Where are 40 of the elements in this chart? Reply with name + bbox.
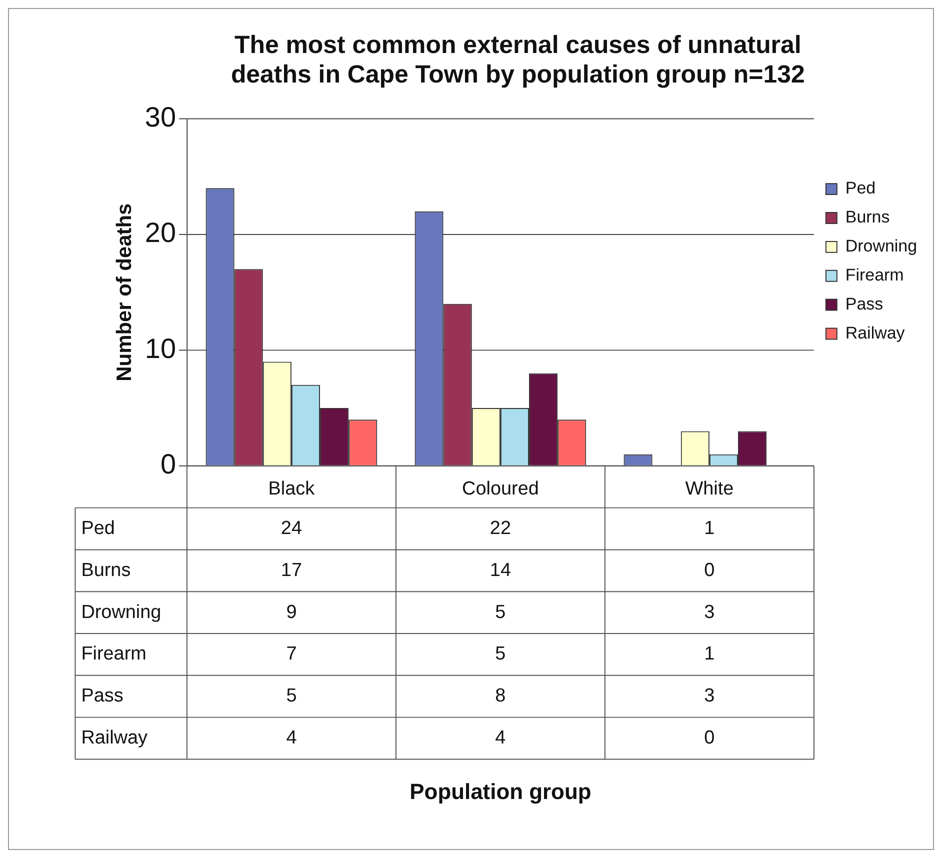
x-tick-label: Black [268,478,316,500]
y-axis-title: Number of deaths [113,203,136,382]
y-tick-label: 30 [144,101,176,132]
text: Pass [81,686,124,707]
x-tick-label: Coloured [462,478,539,500]
data-label: 3 [704,602,715,623]
legend-label: Pass [845,294,884,314]
text: Drowning [81,602,162,623]
text: Ped [81,518,115,539]
legend-label: Ped [845,178,876,198]
data-label: 0 [704,727,715,748]
text: Population group [410,779,592,804]
y-tick-label: 0 [160,448,176,480]
data-label: 3 [704,686,715,707]
legend-label: Drowning [845,236,918,256]
data-label: 22 [490,518,511,539]
data-label: 7 [286,644,297,665]
data-label: 5 [286,686,297,707]
data-label: 14 [490,560,511,581]
legend-label: Railway [845,323,906,342]
text: Railway [81,727,148,748]
y-tick-label: 20 [144,217,176,248]
legend-label: Firearm [845,266,904,285]
data-label: 1 [704,644,715,665]
chart-title: The most common external causes of unnatural deaths in Cape Town by population group n=132 [230,30,805,89]
data-label: 4 [495,727,506,748]
data-label: 17 [280,560,302,581]
legend-label: Burns [845,208,890,227]
text: Firearm [81,644,146,665]
text: Burns [81,560,131,581]
data-label: 5 [495,602,506,623]
x-tick-label: White [685,478,734,500]
data-label: 24 [280,518,302,539]
data-label: 5 [495,644,506,665]
data-label: 8 [495,686,506,707]
data-label: 9 [286,602,297,623]
data-label: 1 [704,518,715,539]
data-label: 4 [286,727,297,748]
data-label: 0 [704,560,715,581]
y-tick-label: 10 [144,332,176,364]
